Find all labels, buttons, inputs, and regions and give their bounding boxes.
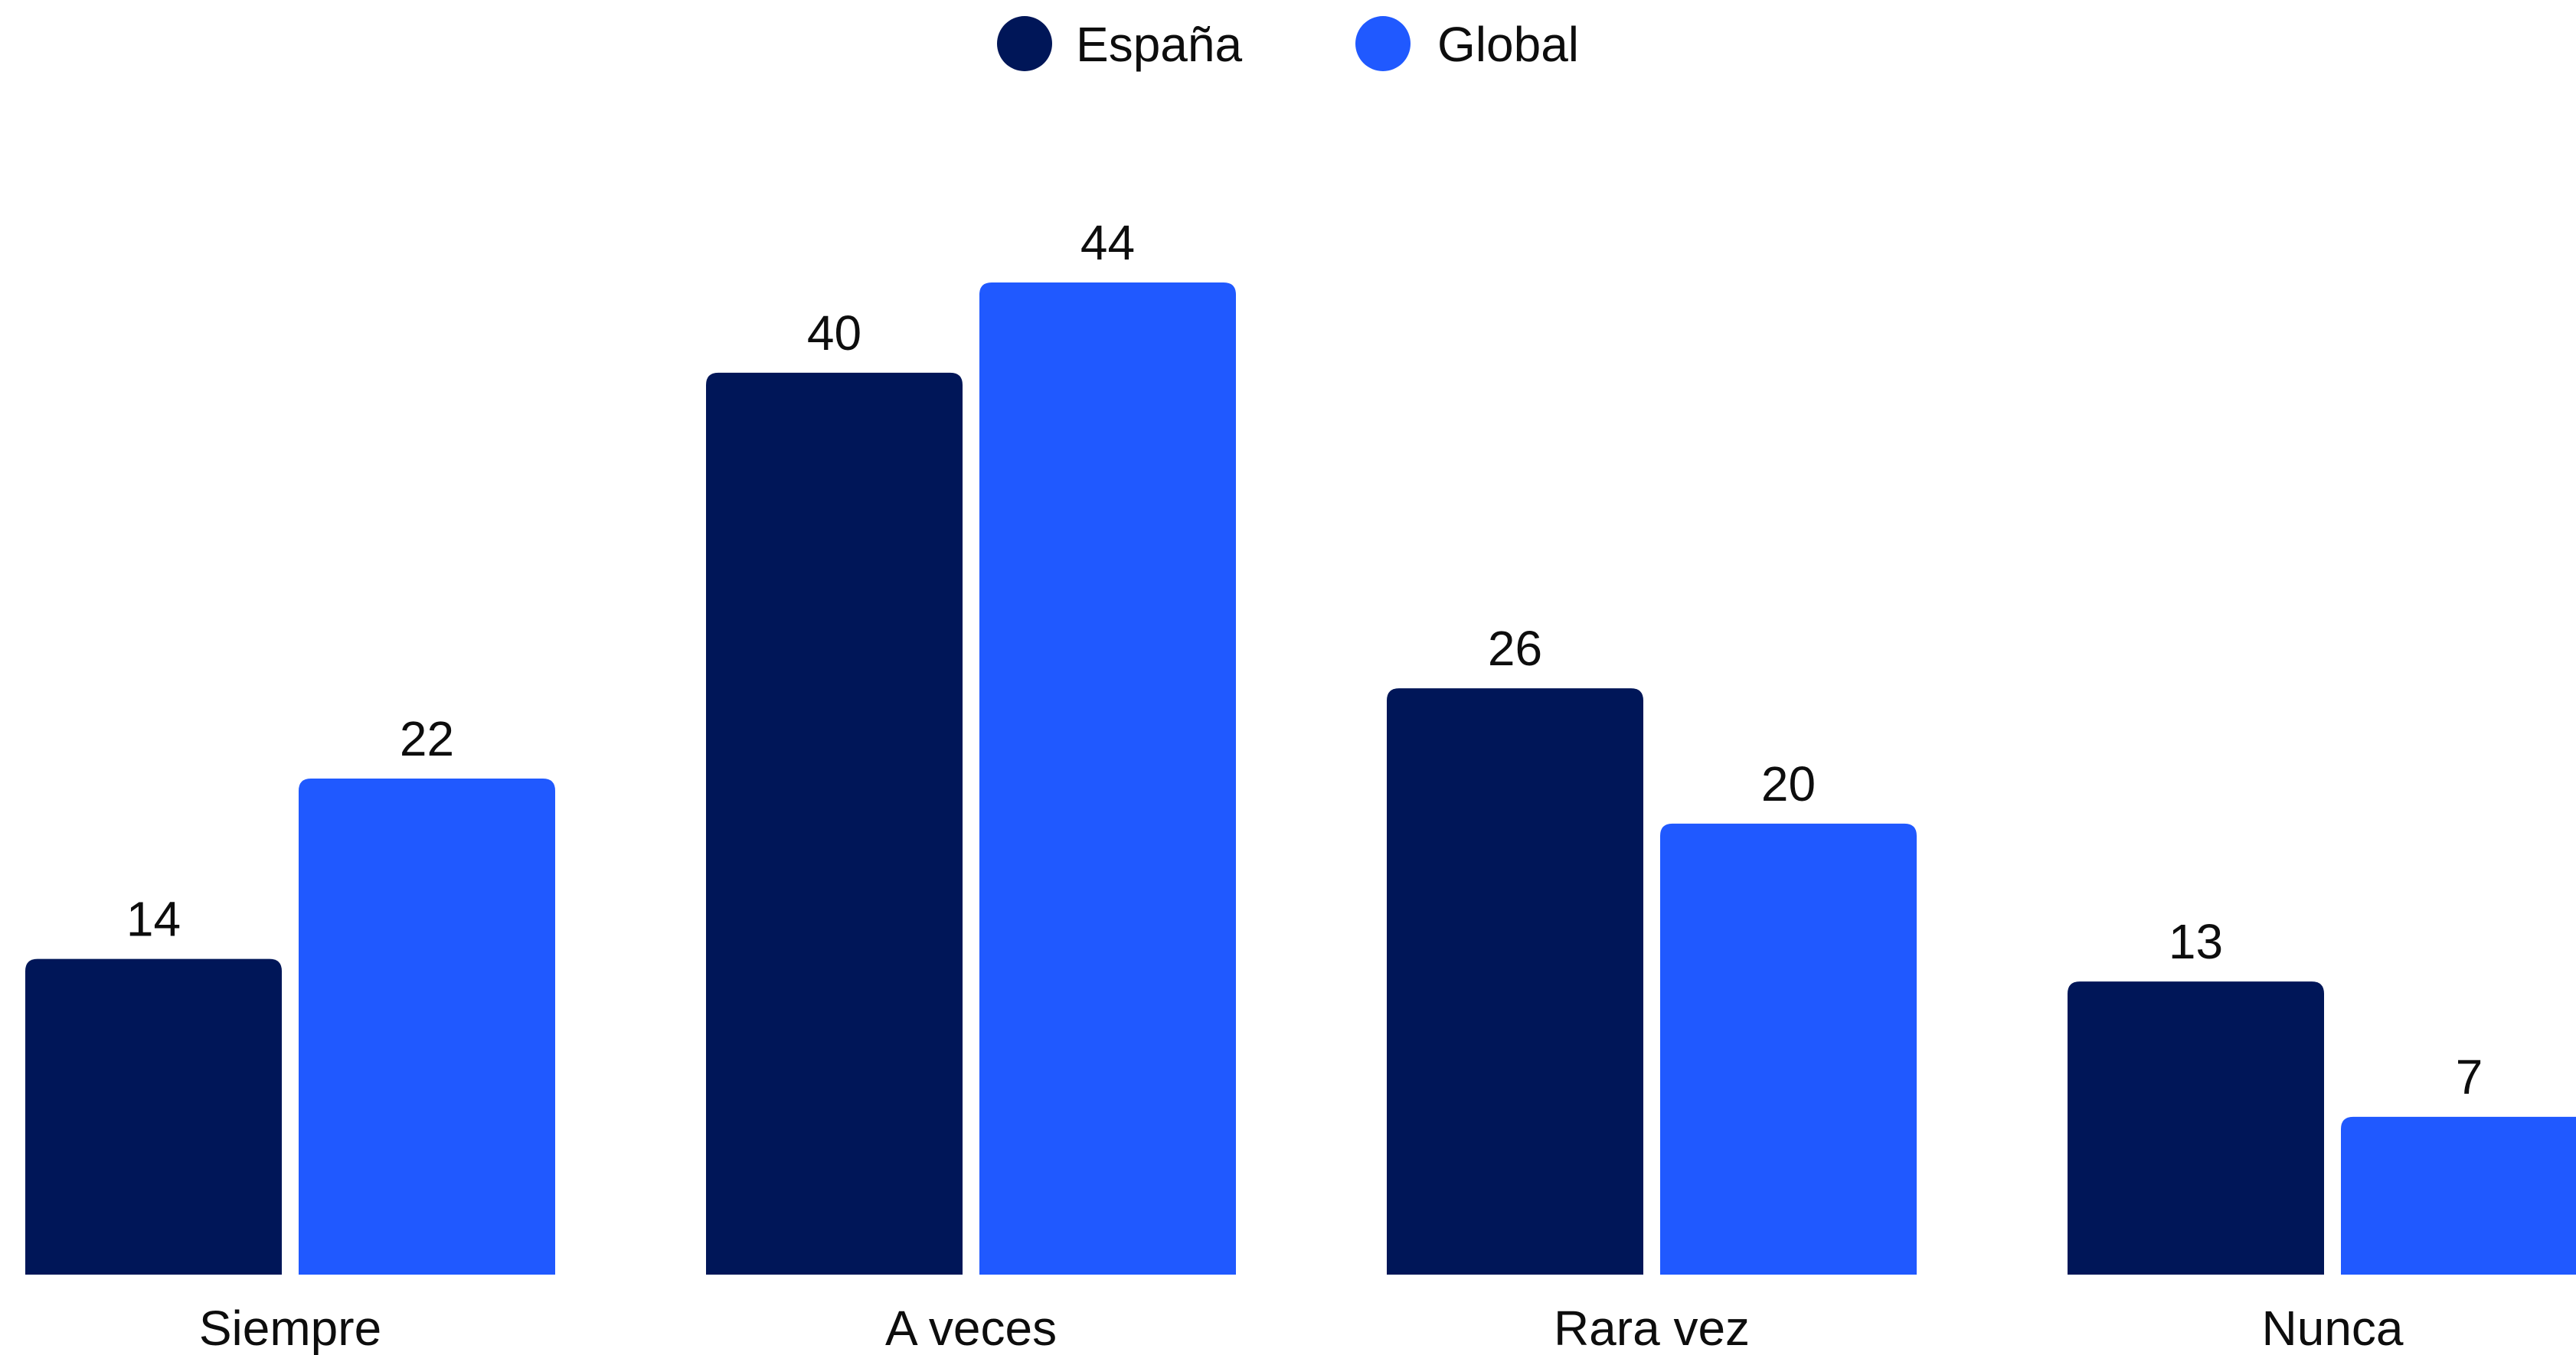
value-label-espana-rara-vez: 26 — [1488, 621, 1542, 676]
category-label-siempre: Siempre — [199, 1301, 381, 1355]
bar-espana-nunca — [2068, 981, 2324, 1275]
value-label-espana-siempre: 14 — [126, 892, 181, 947]
data-labels-group: 14 22 40 44 26 20 13 7 — [126, 215, 2483, 1105]
category-label-nunca: Nunca — [2262, 1301, 2404, 1355]
bar-espana-siempre — [25, 958, 282, 1275]
bar-global-a-veces — [979, 282, 1236, 1275]
bar-global-siempre — [299, 779, 555, 1275]
legend: España Global — [997, 16, 1579, 72]
legend-swatch-global — [1355, 16, 1411, 71]
value-label-espana-a-veces: 40 — [807, 305, 861, 361]
legend-swatch-espana — [997, 16, 1052, 71]
category-label-rara-vez: Rara vez — [1554, 1301, 1750, 1355]
bars-group — [25, 282, 2576, 1275]
category-label-a-veces: A veces — [885, 1301, 1057, 1355]
value-label-global-siempre: 22 — [400, 711, 454, 766]
bar-espana-a-veces — [706, 372, 963, 1275]
value-label-global-rara-vez: 20 — [1761, 756, 1816, 811]
bar-global-nunca — [2341, 1116, 2576, 1275]
legend-label-espana: España — [1076, 17, 1242, 72]
bar-espana-rara-vez — [1387, 688, 1643, 1275]
category-labels-group: Siempre A veces Rara vez Nunca — [199, 1301, 2404, 1355]
legend-label-global: Global — [1437, 17, 1579, 72]
value-label-global-a-veces: 44 — [1080, 215, 1135, 270]
value-label-espana-nunca: 13 — [2169, 914, 2223, 969]
value-label-global-nunca: 7 — [2456, 1050, 2483, 1105]
bar-global-rara-vez — [1660, 823, 1917, 1275]
